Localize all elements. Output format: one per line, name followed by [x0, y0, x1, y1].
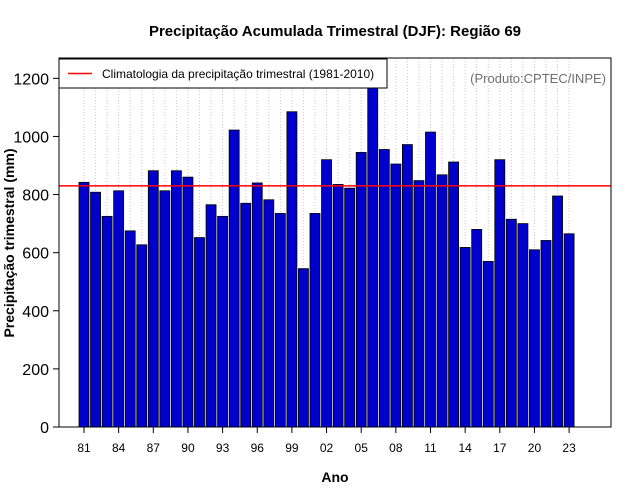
bar-05	[355, 152, 367, 428]
x-tick-label: 87	[147, 441, 161, 455]
x-tick-label: 23	[562, 441, 576, 455]
bar-88	[159, 190, 171, 428]
bar-98	[274, 213, 286, 428]
bar-03	[332, 183, 344, 428]
bar-20	[529, 249, 540, 428]
y-tick-label: 200	[22, 362, 49, 379]
x-tick-label: 20	[528, 441, 542, 455]
bar-86	[136, 244, 148, 428]
bar-00	[298, 268, 309, 428]
y-axis: 0 200 400 600 800 1000 1200	[13, 71, 59, 437]
bar-81	[78, 181, 90, 428]
y-axis-label: Precipitação trimestral (mm)	[1, 148, 17, 337]
bar-08	[390, 163, 402, 428]
bar-83	[101, 215, 113, 428]
bar-92	[205, 204, 217, 428]
chart-title: Precipitação Acumulada Trimestral (DJF):…	[149, 23, 521, 40]
x-tick-label: 96	[251, 441, 265, 455]
x-tick-label: 93	[216, 441, 230, 455]
y-tick-label: 0	[40, 420, 49, 437]
bar-07	[378, 149, 390, 428]
plot-frame	[58, 57, 612, 428]
bar-99	[286, 111, 298, 428]
bar-04	[344, 187, 356, 428]
legend: Climatologia da precipitação trimestral …	[58, 58, 388, 89]
x-tick-label: 14	[458, 441, 472, 455]
bar-18	[505, 218, 517, 428]
product-credit: (Produto:CPTEC/INPE)	[470, 71, 606, 86]
bar-10	[413, 180, 425, 428]
bar-06	[367, 83, 379, 428]
bar-02	[321, 159, 332, 428]
bar-97	[263, 199, 275, 428]
x-axis: 81 84 87 90 93 96 99 02 05 08 11 14 17 20 23	[77, 427, 576, 455]
bar-14	[459, 247, 471, 428]
bar-93	[217, 215, 229, 428]
y-tick-label: 800	[22, 188, 49, 205]
bar-95	[240, 202, 252, 428]
x-tick-label: 02	[320, 441, 334, 455]
y-tick-label: 1000	[13, 129, 49, 146]
x-tick-label: 81	[77, 441, 91, 455]
bar-17	[494, 159, 506, 428]
x-tick-label: 99	[285, 441, 299, 455]
bar-82	[90, 191, 101, 428]
bar-01	[309, 213, 321, 428]
legend-entry-climatology: Climatologia da precipitação trimestral …	[102, 67, 374, 81]
y-tick-label: 600	[22, 246, 49, 263]
bar-13	[448, 161, 460, 428]
bar-94	[228, 129, 240, 428]
x-axis-label: Ano	[321, 469, 348, 485]
x-tick-label: 05	[355, 441, 369, 455]
bar-15	[471, 229, 483, 428]
bar-91	[194, 237, 205, 428]
x-tick-label: 17	[493, 441, 507, 455]
bars-group	[78, 83, 575, 428]
bar-96	[251, 182, 263, 428]
bar-09	[401, 144, 413, 428]
bar-89	[170, 170, 182, 428]
x-tick-label: 90	[181, 441, 195, 455]
x-tick-label: 84	[112, 441, 126, 455]
bar-12	[436, 174, 448, 428]
bar-11	[425, 131, 436, 428]
bar-90	[182, 176, 194, 428]
bar-19	[517, 223, 529, 428]
legend-box	[58, 58, 388, 89]
bar-85	[124, 230, 136, 428]
x-tick-label: 08	[389, 441, 403, 455]
y-tick-label: 400	[22, 304, 49, 321]
x-tick-label: 11	[424, 441, 437, 455]
bar-21	[540, 240, 552, 428]
bar-87	[147, 170, 159, 428]
y-tick-label: 1200	[13, 71, 49, 88]
bar-23	[563, 233, 575, 428]
bar-84	[113, 190, 125, 428]
bar-16	[482, 260, 494, 428]
bar-22	[552, 195, 563, 428]
